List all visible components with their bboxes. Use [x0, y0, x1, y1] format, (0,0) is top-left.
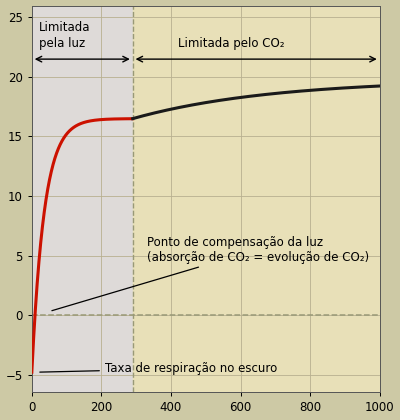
Bar: [133, 5, 380, 392]
Text: Limitada pelo CO₂: Limitada pelo CO₂: [178, 37, 284, 50]
Text: Ponto de compensação da luz
(absorção de CO₂ = evolução de CO₂): Ponto de compensação da luz (absorção de…: [52, 236, 369, 311]
Text: Taxa de respiração no escuro: Taxa de respiração no escuro: [40, 362, 277, 375]
Text: Limitada
pela luz: Limitada pela luz: [39, 21, 90, 50]
